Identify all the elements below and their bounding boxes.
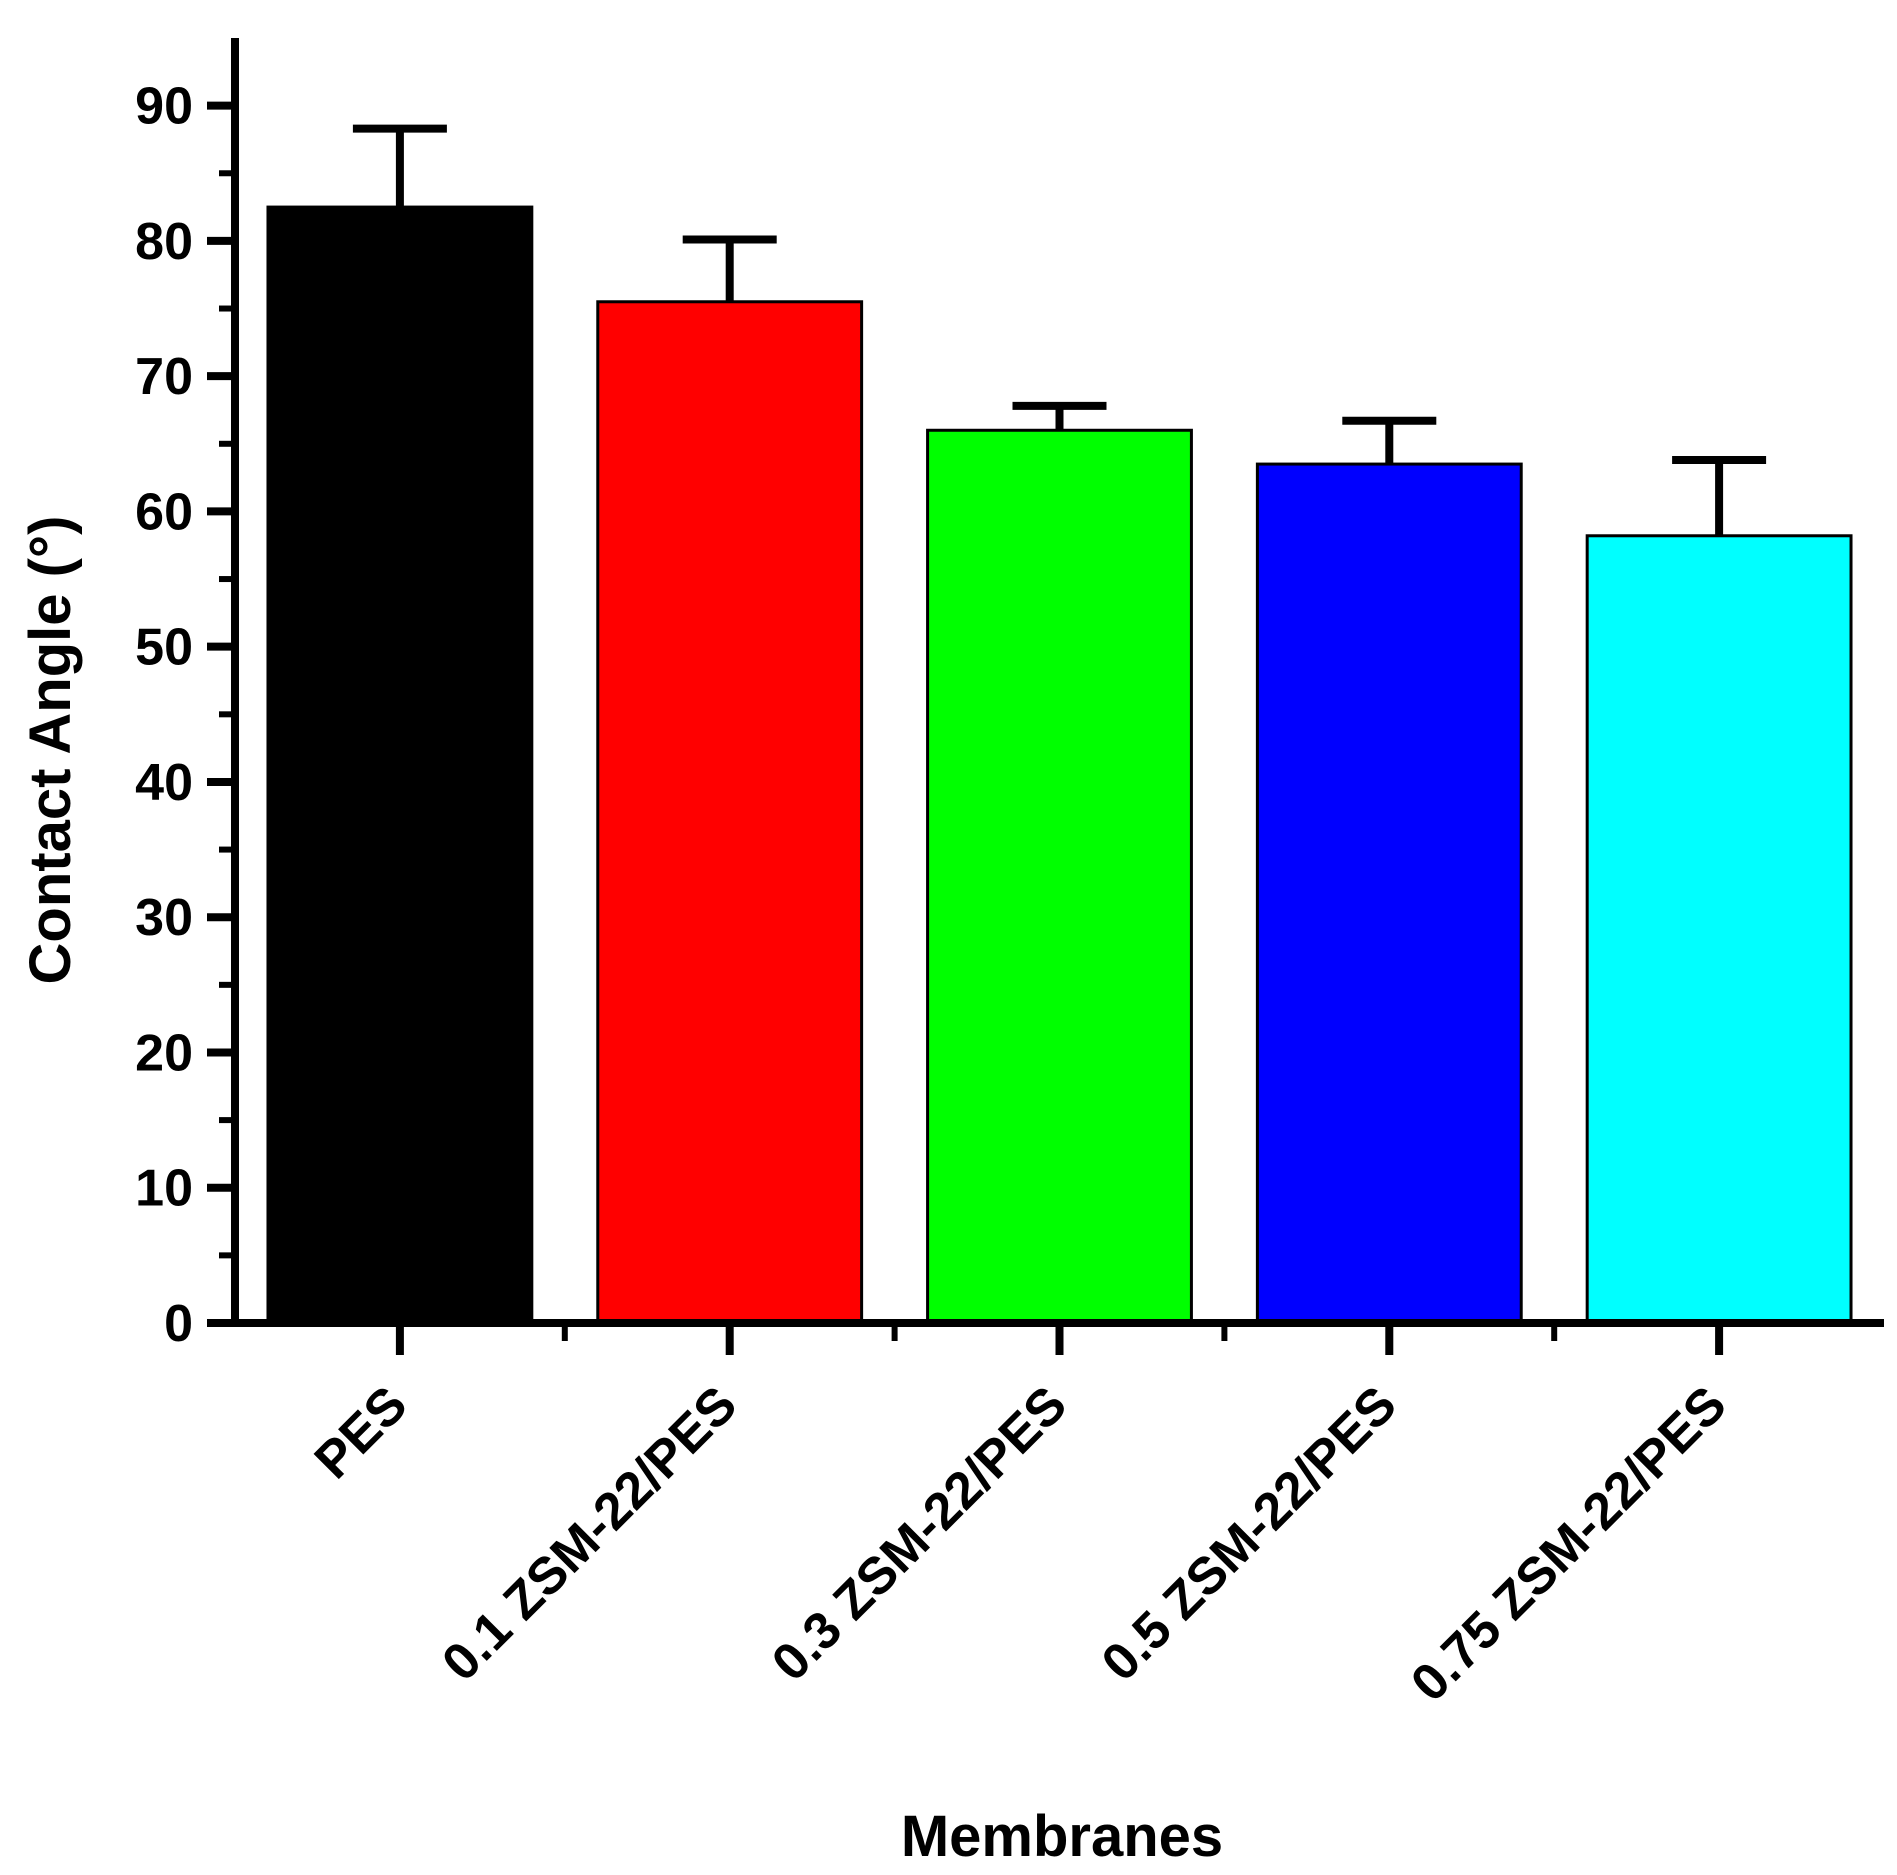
y-tick-label: 40 — [135, 754, 193, 812]
y-tick-label: 80 — [135, 213, 193, 271]
bar-1 — [596, 300, 864, 1325]
y-tick-label: 50 — [135, 619, 193, 677]
y-tick-label: 0 — [164, 1295, 193, 1353]
y-tick-label: 10 — [135, 1160, 193, 1218]
error-bar-3 — [1342, 416, 1437, 465]
x-tick-label: 0.1 ZSM-22/PES — [431, 1375, 748, 1692]
y-axis-ticks: 0 10 20 30 40 50 60 70 80 90 — [135, 78, 235, 1353]
error-bars — [352, 124, 1767, 536]
bar-3 — [1255, 462, 1523, 1325]
x-tick-label: 0.75 ZSM-22/PES — [1400, 1375, 1737, 1712]
bar-4 — [1585, 534, 1853, 1325]
error-bar-0 — [352, 124, 447, 208]
error-bar-2 — [1012, 401, 1107, 431]
bar-2 — [926, 428, 1193, 1325]
error-bar-1 — [682, 235, 777, 302]
y-axis-title: Contact Angle (°) — [18, 516, 83, 985]
x-tick-label: 0.5 ZSM-22/PES — [1091, 1375, 1408, 1692]
error-bar-4 — [1672, 456, 1767, 536]
y-tick-label: 60 — [135, 483, 193, 541]
x-tick-label: PES — [304, 1375, 419, 1490]
y-tick-label: 90 — [135, 78, 193, 136]
y-tick-label: 70 — [135, 348, 193, 406]
bar-0 — [266, 205, 534, 1325]
bars — [266, 205, 1853, 1325]
x-axis-title: Membranes — [901, 1804, 1223, 1869]
x-axis-ticks: PES 0.1 ZSM-22/PES 0.3 ZSM-22/PES 0.5 ZSM-2… — [304, 1323, 1738, 1713]
y-tick-label: 20 — [135, 1024, 193, 1082]
y-tick-label: 30 — [135, 889, 193, 947]
x-tick-label: 0.3 ZSM-22/PES — [761, 1375, 1078, 1692]
